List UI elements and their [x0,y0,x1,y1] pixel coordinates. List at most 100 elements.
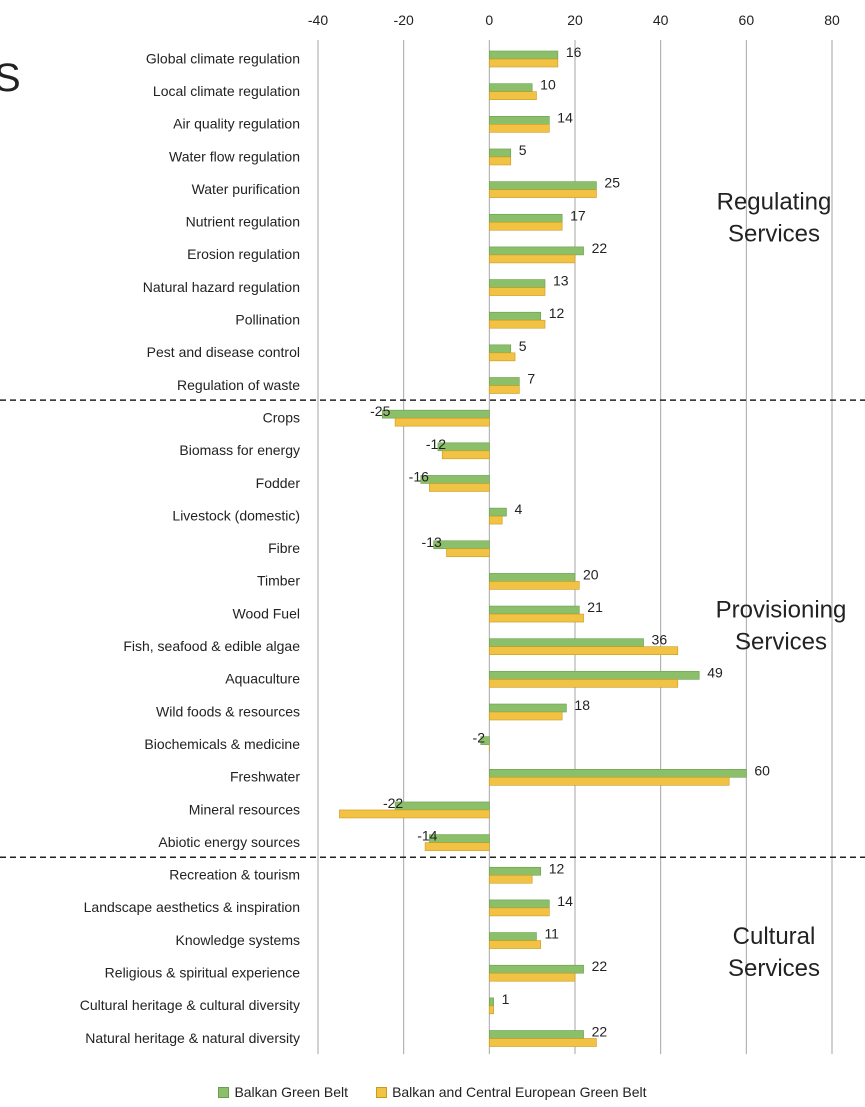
category-label: Cultural heritage & cultural diversity [80,997,300,1013]
bar-balkan [433,540,490,550]
bar-balkan [394,801,490,811]
category-label: Global climate regulation [146,50,300,66]
bar-balkan-central [446,548,490,558]
bar-balkan-central [489,515,503,525]
bar-balkan [489,638,644,648]
bar-balkan [489,507,507,517]
category-label: Natural hazard regulation [143,279,300,295]
x-tick-label: 80 [824,12,840,28]
bar-balkan-central [339,809,490,819]
data-label: 17 [570,207,586,223]
bar-balkan [489,246,584,256]
group-label: Services [728,955,820,982]
group-label: Regulating [717,189,832,216]
legend: Balkan Green Belt Balkan and Central Eur… [0,1084,865,1100]
bar-balkan [489,83,533,92]
legend-label-balkan: Balkan Green Belt [234,1084,349,1100]
data-label: 25 [604,175,620,191]
x-tick-label: 20 [567,12,583,28]
bar-balkan [429,834,490,843]
x-tick-label: -20 [394,12,414,28]
bar-balkan [420,475,490,484]
bar-balkan-central [429,483,490,492]
data-label: 49 [707,664,723,680]
data-label: 22 [592,240,608,256]
bar-balkan-central [424,842,490,851]
category-label: Nutrient regulation [186,214,300,230]
data-label: 11 [544,926,559,942]
data-label: -2 [473,730,486,746]
bar-balkan [489,671,700,680]
category-label: Air quality regulation [173,116,300,132]
bar-balkan [489,50,559,60]
category-label: Abiotic energy sources [158,834,300,850]
bar-balkan [489,279,546,288]
bar-balkan [489,181,597,190]
data-label: -16 [409,468,429,484]
category-label: Local climate regulation [153,83,300,99]
bar-balkan-central [489,91,537,100]
data-label: 10 [540,77,556,93]
category-label: Aquaculture [225,671,300,687]
data-label: 12 [549,860,565,876]
category-label: Religious & spiritual experience [105,965,301,981]
category-label: Biochemicals & medicine [144,736,300,752]
bar-balkan-central [489,679,679,688]
category-label: Erosion regulation [187,246,300,262]
data-label: -13 [422,534,442,550]
legend-item-balkan: Balkan Green Belt [218,1084,348,1100]
category-label: Livestock (domestic) [172,507,300,523]
category-label: Fish, seafood & edible algae [123,638,300,654]
bar-balkan [489,932,537,941]
data-label: 12 [549,305,565,321]
bar-balkan [489,148,512,158]
bar-balkan [489,964,584,974]
data-label: 7 [527,371,535,387]
bar-balkan [489,311,542,321]
bar-balkan-central [489,776,730,786]
group-label: Services [735,629,827,656]
category-label: Pollination [235,312,300,328]
group-label: Provisioning [716,597,847,624]
bar-balkan [489,573,576,582]
bar-balkan-central [394,417,490,427]
bar-balkan [489,213,563,223]
bar-balkan-central [489,907,550,917]
bar-balkan-central [489,189,597,198]
bar-balkan [489,344,512,354]
group-label: Cultural [733,923,816,950]
bar-balkan-central [489,1038,597,1047]
bar-balkan-central [489,613,584,623]
chart-plot: -40 -20 0 20 40 60 80 Global climate regulation… [0,12,865,1055]
bar-balkan-central [441,450,490,460]
data-label: 36 [652,632,668,648]
data-label: -12 [426,436,446,452]
data-label: 18 [574,697,590,713]
bar-balkan [480,736,490,745]
bar-balkan-central [489,581,580,590]
data-label: -22 [383,795,403,811]
data-label: -25 [370,403,390,419]
bar-balkan [489,377,520,386]
data-label: 21 [587,599,603,615]
category-label: Water purification [192,181,300,197]
data-label: 4 [514,501,522,517]
bar-balkan-central [489,58,559,68]
data-label: 5 [519,338,527,354]
category-label: Water flow regulation [169,148,300,164]
data-label: -14 [417,828,437,844]
category-label: Crops [263,409,300,425]
bar-balkan-central [489,319,546,329]
bar-balkan [489,703,567,713]
category-label: Regulation of waste [177,377,300,393]
bar-balkan [489,1030,584,1039]
bar-balkan-central [489,711,563,721]
legend-swatch-balkan [218,1086,230,1098]
x-tick-label: 0 [485,12,493,28]
x-tick-label: 40 [653,12,669,28]
data-label: 20 [583,566,599,582]
group-label: Services [728,221,820,248]
bar-balkan-central [489,646,679,656]
data-label: 5 [519,142,527,158]
data-label: 14 [557,109,573,125]
